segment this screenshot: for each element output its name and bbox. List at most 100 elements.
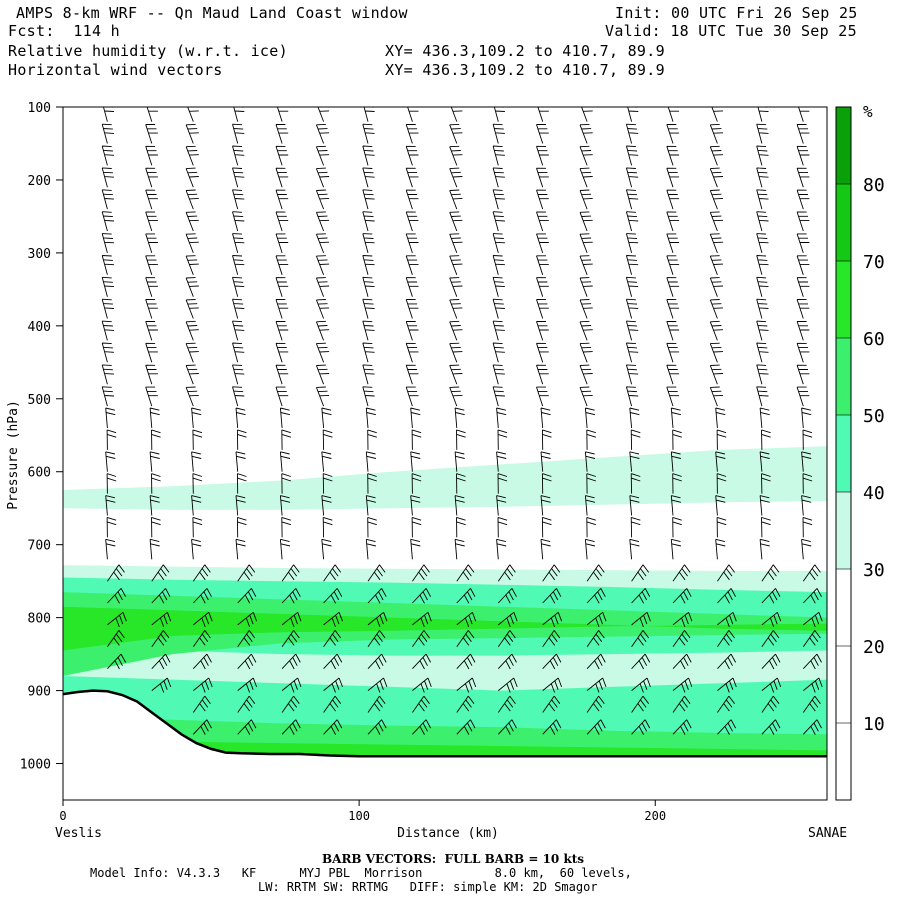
wind-barb xyxy=(367,516,377,538)
wind-barb xyxy=(323,695,342,713)
wind-barb xyxy=(151,630,170,648)
field-label-rh: Relative humidity (w.r.t. ice) xyxy=(8,42,288,60)
wind-barb xyxy=(761,677,782,693)
wind-barb xyxy=(275,211,289,232)
wind-barb xyxy=(536,233,549,254)
wind-barb xyxy=(145,211,158,232)
wind-barb xyxy=(709,145,724,166)
wind-barb xyxy=(191,495,202,516)
wind-barb xyxy=(579,299,593,319)
colorbar: 10 20 30 40 50 60 70 80 xyxy=(835,106,885,801)
wind-barb xyxy=(796,255,810,275)
terrain xyxy=(63,689,827,800)
wind-barb xyxy=(670,407,682,429)
wind-barb xyxy=(192,429,203,450)
wind-barb xyxy=(232,255,245,275)
wind-barb xyxy=(323,677,343,693)
wind-barb xyxy=(315,167,330,188)
wind-barb xyxy=(672,473,682,494)
wind-barb xyxy=(579,320,593,341)
wind-barb xyxy=(191,451,202,472)
wind-barb xyxy=(275,364,289,385)
wind-barb xyxy=(151,516,161,538)
terrain-fill xyxy=(63,690,827,800)
wind-barb xyxy=(323,719,343,735)
wind-barb xyxy=(362,255,375,275)
wind-barb xyxy=(411,429,422,450)
wind-barb xyxy=(232,276,245,297)
wind-barb xyxy=(586,677,607,693)
wind-barb xyxy=(672,611,693,628)
wind-barb xyxy=(492,211,505,232)
wind-barb xyxy=(542,653,562,670)
wind-barb xyxy=(107,588,126,604)
wind-barb xyxy=(625,145,639,166)
wind-barb xyxy=(497,429,508,450)
wind-barb xyxy=(542,630,561,648)
wind-barb xyxy=(711,107,724,122)
wind-barb xyxy=(456,429,466,450)
wind-barb xyxy=(367,429,377,450)
wind-barb xyxy=(232,386,245,407)
wind-barb xyxy=(761,588,781,604)
wind-barb xyxy=(237,677,258,693)
wind-barb xyxy=(757,107,769,122)
wind-barb xyxy=(536,299,549,319)
wind-barb xyxy=(716,516,727,538)
wind-barb xyxy=(536,386,549,407)
wind-barb xyxy=(492,233,505,254)
wind-barb xyxy=(105,407,116,429)
wind-barb xyxy=(540,538,551,560)
wind-barb xyxy=(106,516,117,538)
wind-barb xyxy=(497,516,508,538)
wind-barb xyxy=(493,107,505,122)
wind-barb xyxy=(449,320,463,341)
y-tick-label: 600 xyxy=(28,466,51,481)
colorbar-label: 60 xyxy=(863,329,885,350)
wind-barb xyxy=(101,364,115,385)
wind-barb xyxy=(709,167,724,188)
wind-barb xyxy=(802,630,821,648)
wind-barb xyxy=(492,298,505,319)
wind-barb xyxy=(192,653,212,670)
wind-barb xyxy=(362,233,375,254)
wind-barb xyxy=(107,611,127,628)
wind-barb xyxy=(717,653,736,670)
wind-barb xyxy=(796,145,810,166)
wind-barb xyxy=(496,495,507,516)
wind-barb xyxy=(670,451,682,472)
wind-barb xyxy=(362,276,375,297)
wind-barb xyxy=(193,677,213,693)
colorbar-frame xyxy=(835,106,852,801)
wind-barb xyxy=(670,538,682,560)
wind-barb xyxy=(796,277,810,297)
y-axis: 100 200 300 400 500 600 700 800 900 1000 xyxy=(20,101,63,773)
wind-barb xyxy=(185,123,199,144)
wind-barb xyxy=(456,677,477,693)
wind-barb xyxy=(761,630,780,648)
wind-barb xyxy=(149,495,160,516)
wind-barb xyxy=(317,107,330,122)
wind-barb xyxy=(497,588,517,604)
wind-barb xyxy=(801,495,812,516)
wind-barb xyxy=(365,495,377,516)
wind-barb xyxy=(405,320,419,341)
wind-barb xyxy=(756,386,769,407)
wind-barb xyxy=(275,124,289,144)
wind-barb xyxy=(281,429,292,450)
wind-barb xyxy=(275,320,289,341)
colorbar-segment xyxy=(836,338,851,415)
wind-barb xyxy=(449,145,463,166)
wind-barb xyxy=(536,342,549,363)
wind-barb xyxy=(492,167,505,188)
wind-barb xyxy=(584,407,596,429)
wind-barb xyxy=(542,588,562,604)
wind-barb xyxy=(456,630,475,648)
wind-barb xyxy=(315,189,330,210)
wind-barb xyxy=(405,364,419,385)
xy-coords-wind: XY= 436.3,109.2 to 410.7, 89.9 xyxy=(385,61,665,79)
wind-barb xyxy=(497,653,517,670)
wind-barb xyxy=(756,189,769,210)
wind-barb xyxy=(709,277,724,297)
wind-barb xyxy=(281,516,292,538)
